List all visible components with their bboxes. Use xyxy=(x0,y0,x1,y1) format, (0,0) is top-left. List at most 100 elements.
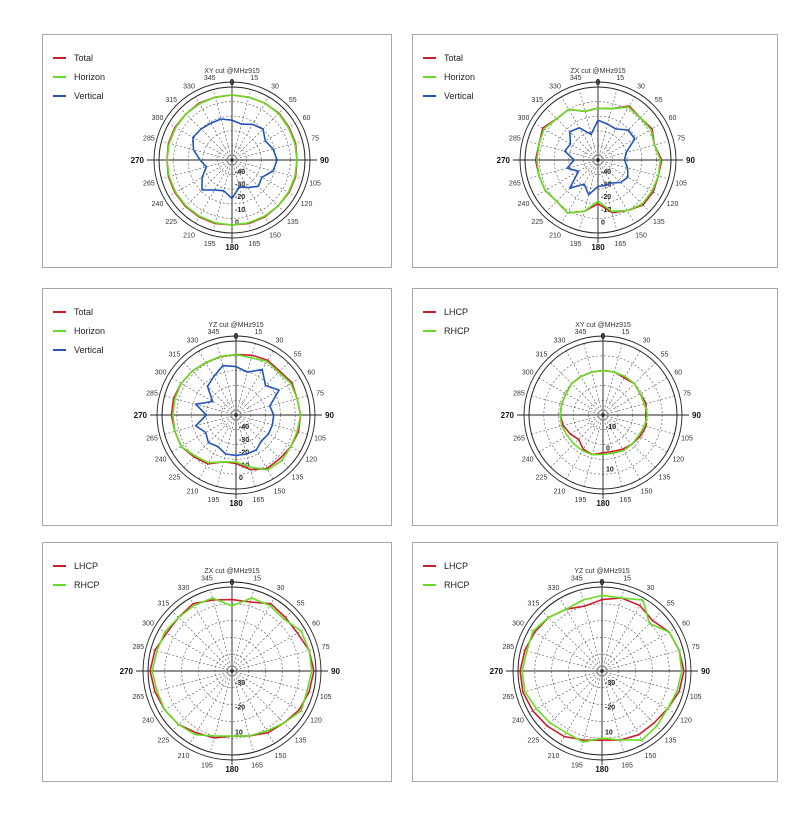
angle-tick-label: 30 xyxy=(647,585,655,592)
grid-spoke xyxy=(183,362,237,416)
legend-label: RHCP xyxy=(444,326,470,336)
angle-tick-label: 270 xyxy=(134,411,148,420)
angle-tick-label: 330 xyxy=(178,585,190,592)
angle-tick-label: 265 xyxy=(509,180,521,187)
angle-tick-label: 270 xyxy=(501,411,515,420)
angle-tick-label: 195 xyxy=(208,497,220,504)
grid-spoke xyxy=(235,395,308,416)
grid-spoke xyxy=(159,670,233,714)
legend-item-vertical: Vertical xyxy=(53,91,105,110)
legend-label: Horizon xyxy=(74,72,106,82)
radial-tick-label: -10 xyxy=(235,207,245,214)
grid-spoke xyxy=(565,350,604,416)
grid-spoke xyxy=(180,108,233,161)
angle-tick-label: 345 xyxy=(208,329,220,336)
series-total-line xyxy=(534,105,663,214)
series-rhcp-line xyxy=(151,597,313,737)
angle-tick-label: 240 xyxy=(142,718,154,725)
grid-spoke xyxy=(216,414,237,487)
angle-tick-label: 300 xyxy=(512,621,524,628)
radial-tick-label: -40 xyxy=(601,169,611,176)
angle-tick-label: 210 xyxy=(178,753,190,760)
angle-tick-label: 60 xyxy=(312,621,320,628)
grid-spoke xyxy=(520,649,603,672)
angle-tick-label: 90 xyxy=(701,667,710,676)
grid-spoke xyxy=(235,377,301,416)
angle-tick-label: 105 xyxy=(690,694,702,701)
angle-tick-label: 0 xyxy=(234,332,239,341)
angle-tick-label: 30 xyxy=(276,338,284,345)
grid-spoke xyxy=(231,649,314,672)
series-horizon-line xyxy=(536,106,662,214)
angle-tick-label: 90 xyxy=(686,156,695,165)
angle-tick-label: 285 xyxy=(502,644,514,651)
angle-tick-label: 210 xyxy=(554,488,566,495)
grid-spoke xyxy=(529,670,603,714)
polar-chart-panel-3: Total Horizon Vertical YZ cut @MHz915 0 15… xyxy=(42,288,392,526)
angle-tick-label: 225 xyxy=(531,219,543,226)
grid-spoke xyxy=(161,159,233,180)
angle-tick-label: 135 xyxy=(292,475,304,482)
radial-tick-label: -20 xyxy=(239,450,249,457)
angle-tick-label: 105 xyxy=(681,436,693,443)
legend-label: Total xyxy=(74,307,94,317)
legend-item-total: Total xyxy=(423,53,475,72)
grid-spoke xyxy=(171,414,237,453)
radial-tick-label: -20 xyxy=(235,194,245,201)
angle-tick-label: 315 xyxy=(536,352,548,359)
grid-spoke xyxy=(161,140,233,161)
angle-tick-label: 210 xyxy=(187,488,199,495)
radial-tick-label: -40 xyxy=(239,424,249,431)
angle-tick-label: 265 xyxy=(513,436,525,443)
grid-spoke xyxy=(195,96,233,161)
angle-tick-label: 55 xyxy=(294,352,302,359)
grid-spoke xyxy=(601,670,684,693)
radial-tick-label: 0 xyxy=(601,219,605,226)
angle-tick-label: 270 xyxy=(120,667,134,676)
angle-tick-label: 240 xyxy=(512,718,524,725)
angle-tick-label: 225 xyxy=(158,738,170,745)
angle-tick-label: 75 xyxy=(683,391,691,398)
angle-tick-label: 165 xyxy=(251,763,263,770)
legend-item-horizon: Horizon xyxy=(53,72,105,91)
polar-plot: ZX cut @MHz915 0 15 30 55 60 75 90 105 120 135 150 1… xyxy=(497,68,696,252)
angle-tick-label: 195 xyxy=(570,241,582,248)
series-rhcp-line xyxy=(559,369,649,456)
angle-tick-label: 75 xyxy=(322,644,330,651)
radial-tick-label: -30 xyxy=(605,680,615,687)
series-vertical-line xyxy=(563,119,636,196)
angle-tick-label: 150 xyxy=(274,488,286,495)
legend-label: RHCP xyxy=(444,580,470,590)
angle-tick-label: 270 xyxy=(131,156,145,165)
grid-spoke xyxy=(198,350,237,416)
grid-spoke xyxy=(159,628,233,672)
grid-spoke xyxy=(150,670,233,693)
grid-spoke xyxy=(601,670,624,753)
grid-spoke xyxy=(216,343,237,416)
grid-spoke xyxy=(602,414,668,453)
grid-spoke xyxy=(538,377,604,416)
grid-spoke xyxy=(597,108,650,161)
angle-tick-label: 55 xyxy=(655,97,663,104)
angle-tick-label: 315 xyxy=(528,600,540,607)
grid-spoke xyxy=(171,377,237,416)
angle-tick-label: 180 xyxy=(596,499,610,508)
angle-tick-label: 285 xyxy=(146,391,158,398)
angle-tick-label: 135 xyxy=(653,219,665,226)
angle-tick-label: 120 xyxy=(310,718,322,725)
angle-tick-label: 55 xyxy=(661,352,669,359)
angle-tick-label: 300 xyxy=(142,621,154,628)
angle-tick-label: 135 xyxy=(665,738,677,745)
radial-tick-label: -20 xyxy=(235,705,245,712)
grid-spoke xyxy=(231,159,252,231)
polar-plot: YZ cut @MHz915 0 15 30 55 60 75 90 105 120 135 150 1… xyxy=(134,322,335,508)
grid-spoke xyxy=(580,670,603,753)
legend-swatch xyxy=(423,583,436,586)
legend-item-total: Total xyxy=(53,53,105,72)
grid-spoke xyxy=(189,670,233,744)
chart-legend: Total Horizon Vertical xyxy=(53,53,105,110)
series-vertical-line xyxy=(192,118,278,200)
chart-title: YZ cut @MHz915 xyxy=(574,568,629,575)
angle-tick-label: 265 xyxy=(502,694,514,701)
angle-tick-label: 75 xyxy=(677,136,685,143)
